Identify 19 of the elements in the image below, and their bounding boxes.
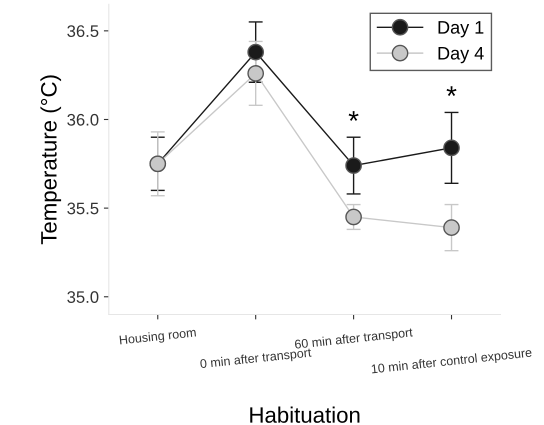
point <box>443 140 460 156</box>
y-tick-label: 36.0 <box>67 114 98 126</box>
y-tick-label: 35.5 <box>67 202 98 214</box>
y-axis-title: Temperature (°C) <box>40 75 62 244</box>
point <box>443 219 460 236</box>
x-axis-title: Habituation <box>250 406 360 423</box>
y-tick-label: 36.5 <box>67 25 98 38</box>
annotation: * <box>348 111 359 121</box>
point <box>247 44 264 60</box>
point <box>345 157 362 174</box>
point <box>247 65 264 82</box>
legend-label: Day 4 <box>438 47 484 64</box>
x-tick-label: 0 min after transport <box>200 348 312 371</box>
point <box>345 208 362 226</box>
x-tick-label: Housing room <box>119 327 196 347</box>
annotation: * <box>446 86 456 96</box>
y-tick-label: 35.0 <box>67 291 98 303</box>
legend-label: Day 1 <box>438 21 484 38</box>
x-tick-label: 10 min after control exposure <box>371 348 532 376</box>
